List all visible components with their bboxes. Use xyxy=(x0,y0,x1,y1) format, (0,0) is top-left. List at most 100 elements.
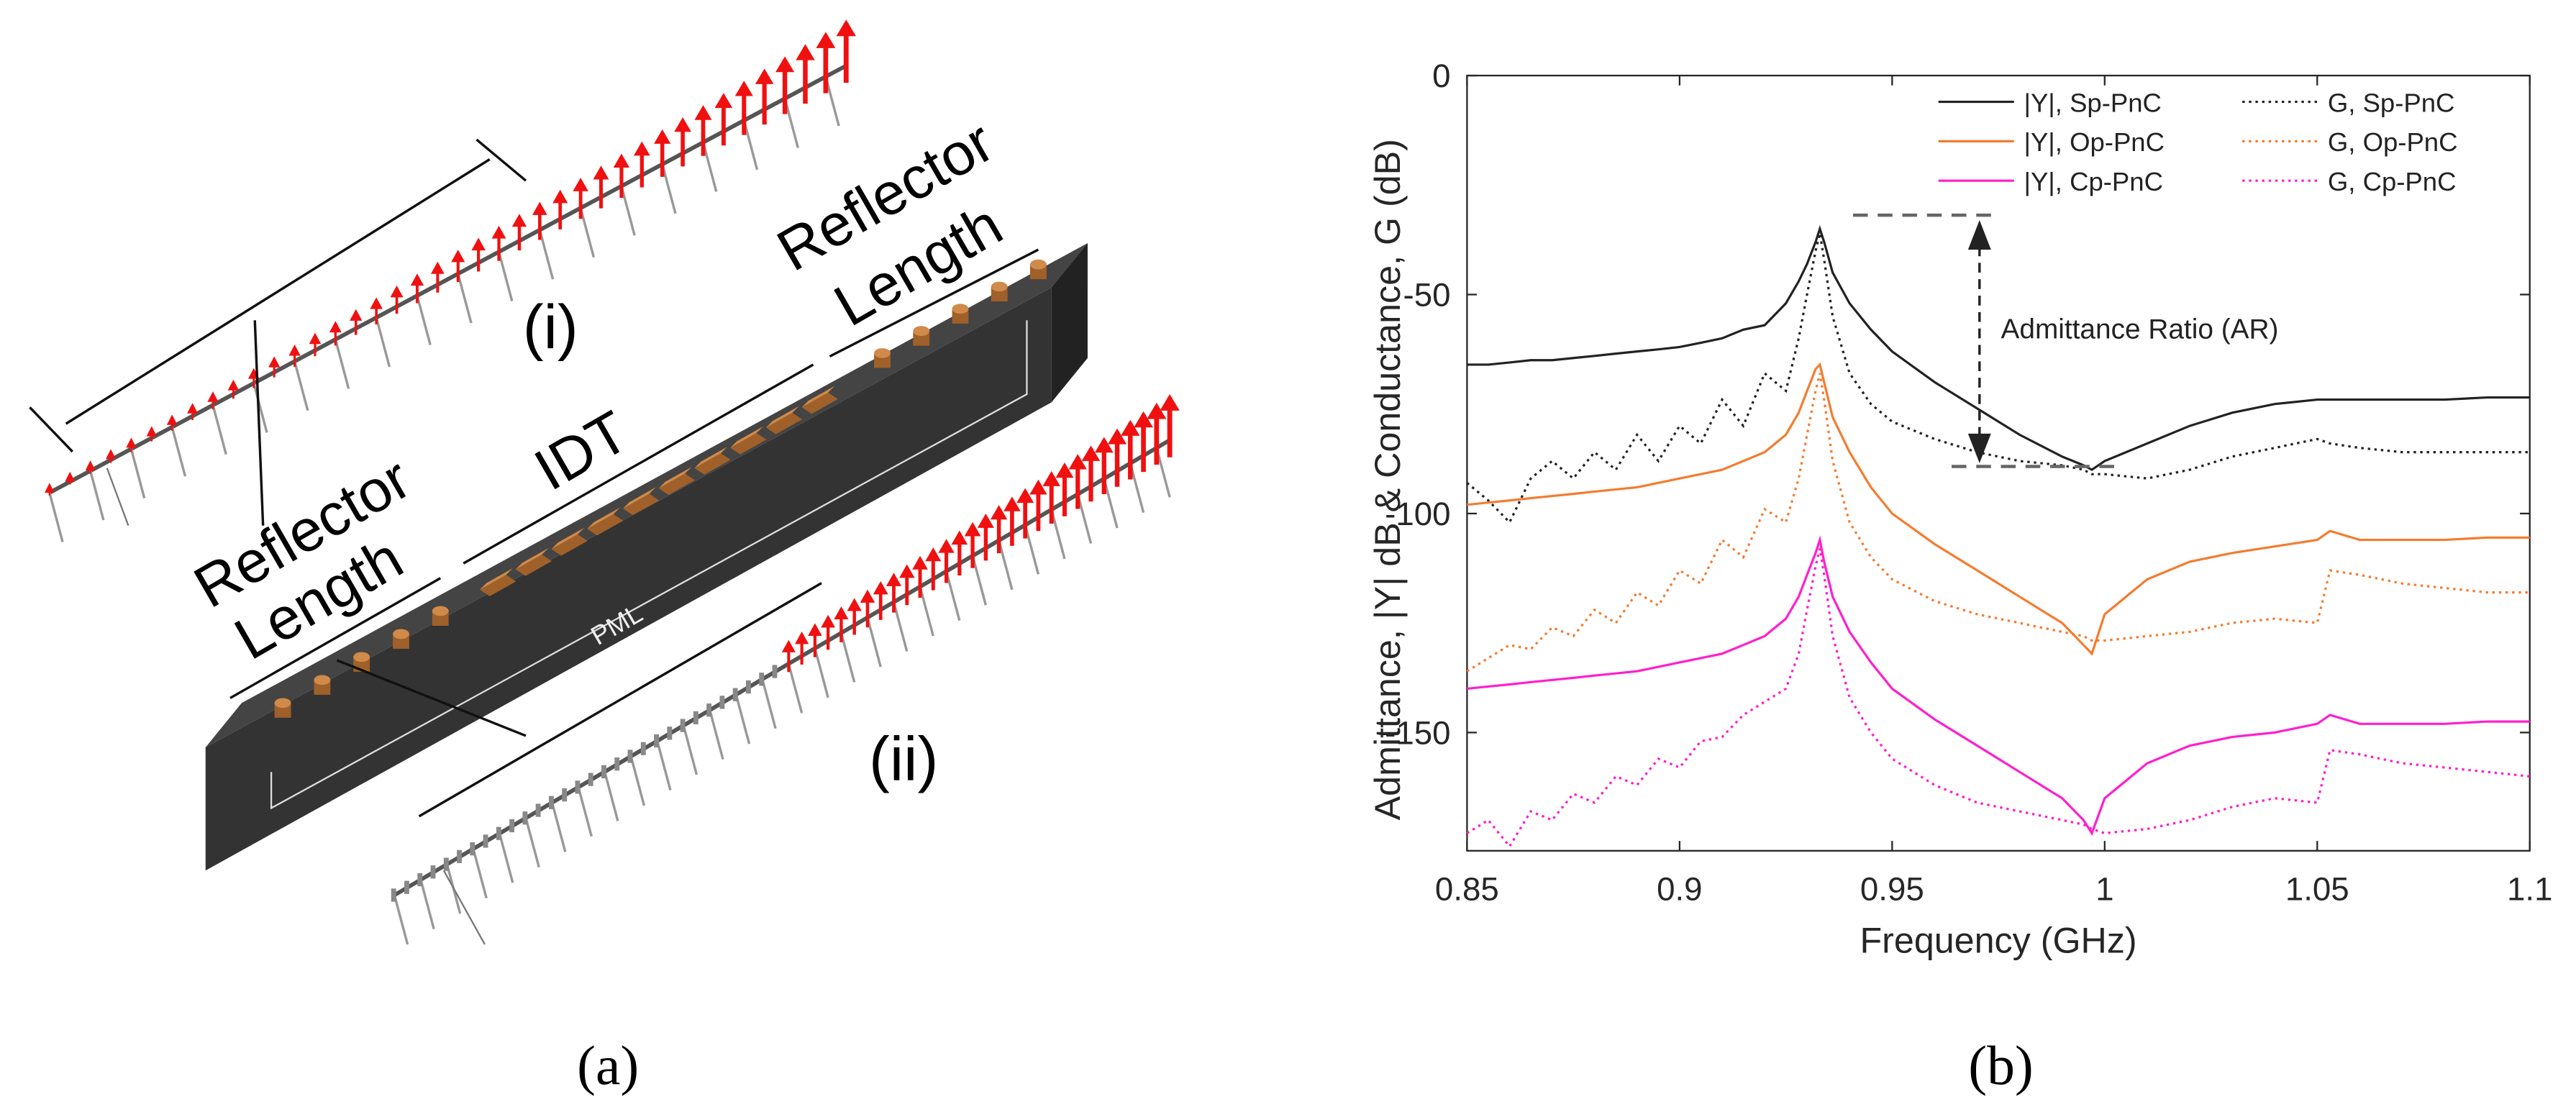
idt-finger xyxy=(480,575,516,596)
arrow-head xyxy=(451,250,465,263)
pml-cell xyxy=(614,757,620,771)
row-tick xyxy=(629,756,646,806)
series-line xyxy=(1467,535,2530,836)
arrow-head xyxy=(1121,419,1140,436)
row-tick xyxy=(892,601,909,652)
electrode-top xyxy=(432,606,449,616)
pml-cell xyxy=(759,673,765,686)
arrow-head xyxy=(694,105,712,120)
pml-cell xyxy=(457,849,462,863)
legend-label: G, Sp-PnC xyxy=(2328,88,2455,117)
arrow-head xyxy=(847,598,862,611)
row-tick xyxy=(375,317,391,368)
arrow-head xyxy=(44,483,55,493)
row-tick xyxy=(393,895,409,945)
pml-cell xyxy=(496,826,501,840)
legend-label: |Y|, Op-PnC xyxy=(2024,127,2165,157)
block-front xyxy=(205,287,1052,871)
row-tick xyxy=(919,586,934,637)
row-tick xyxy=(787,663,804,714)
arrow-head xyxy=(816,32,836,48)
arrow-head xyxy=(1055,463,1074,478)
row-tick xyxy=(1050,509,1066,560)
row-tick xyxy=(814,647,829,698)
x-tick-label: 0.85 xyxy=(1435,870,1499,907)
row-tick xyxy=(88,470,105,521)
x-tick-label: 0.9 xyxy=(1657,870,1702,907)
pml-cell xyxy=(667,726,673,740)
pml-cell xyxy=(680,719,686,732)
pml-cell xyxy=(535,803,541,817)
arrow-head xyxy=(268,356,281,368)
row-tick xyxy=(48,492,64,542)
arrow-head xyxy=(288,344,301,356)
arrow-head xyxy=(573,178,588,191)
arrow-head xyxy=(734,81,753,96)
arrow-head xyxy=(860,589,875,603)
idt-finger xyxy=(551,534,588,556)
row-tick xyxy=(579,207,596,258)
arrow-head xyxy=(938,539,955,553)
idt-finger xyxy=(587,514,624,536)
pml-cell xyxy=(522,811,528,825)
arrow-head xyxy=(552,189,568,204)
pml-cell xyxy=(601,765,606,779)
x-tick-label: 1.1 xyxy=(2507,870,2552,907)
idt-finger-top xyxy=(694,447,728,468)
row-tick xyxy=(603,771,619,821)
arrow-head xyxy=(1107,428,1127,445)
arrow-head xyxy=(821,614,836,628)
series-line xyxy=(1467,224,2530,471)
row-line xyxy=(48,63,847,495)
arrow-head xyxy=(912,555,928,570)
pml-cell xyxy=(732,688,738,701)
arrow-head xyxy=(796,44,815,60)
pml-cell xyxy=(562,788,568,802)
pml-cell xyxy=(417,873,423,887)
arrow-head xyxy=(836,19,856,37)
arrow-head xyxy=(1016,488,1034,504)
row-tick xyxy=(416,295,432,345)
device-diagram: (i) (ii) Reflector Length IDT Reflector … xyxy=(29,19,1180,945)
legend-label: G, Op-PnC xyxy=(2328,127,2458,157)
idt-finger xyxy=(658,473,695,496)
legend-label: |Y|, Sp-PnC xyxy=(2024,88,2161,117)
arrow-head xyxy=(1068,454,1087,470)
arrow-head xyxy=(674,117,691,132)
idt-finger-top xyxy=(480,568,513,590)
arrow-head xyxy=(491,225,506,239)
arrow-head xyxy=(511,214,527,227)
arrow-head xyxy=(471,237,486,251)
arrow-head xyxy=(430,261,445,274)
pml-cell xyxy=(627,750,633,763)
pml-cell xyxy=(772,665,778,678)
electrode-top xyxy=(274,698,291,709)
arrow-head xyxy=(1134,411,1153,428)
x-tick-label: 1 xyxy=(2095,870,2113,907)
row-tick xyxy=(839,632,856,683)
label-ii: (ii) xyxy=(869,724,938,794)
ar-head-bottom xyxy=(1967,433,1991,463)
y-tick-label: -50 xyxy=(1403,276,1451,313)
chart: 0.85 0.9 0.95 1 1.05 1.1 0 -50 -100 -150 Frequency… xyxy=(1367,58,2553,960)
idt-finger xyxy=(765,412,803,434)
x-tick-label: 0.95 xyxy=(1860,870,1924,907)
arrow-head xyxy=(1094,437,1114,453)
idt-finger-top xyxy=(587,507,620,529)
row-tick xyxy=(1024,524,1040,575)
pml-cell xyxy=(548,796,554,809)
idt-finger-top xyxy=(622,487,656,509)
arrow-head xyxy=(126,437,137,448)
electrode-top xyxy=(314,675,331,685)
row-tick xyxy=(761,678,777,729)
pml-cell xyxy=(391,888,396,902)
arrow-head xyxy=(775,56,795,73)
arrow-head xyxy=(951,530,968,545)
arrow-head xyxy=(85,460,96,470)
row-tick xyxy=(701,142,718,192)
arrow-head xyxy=(410,273,424,286)
pml-cell xyxy=(483,834,488,848)
arrow-head xyxy=(350,309,363,321)
row-tick xyxy=(498,833,514,883)
